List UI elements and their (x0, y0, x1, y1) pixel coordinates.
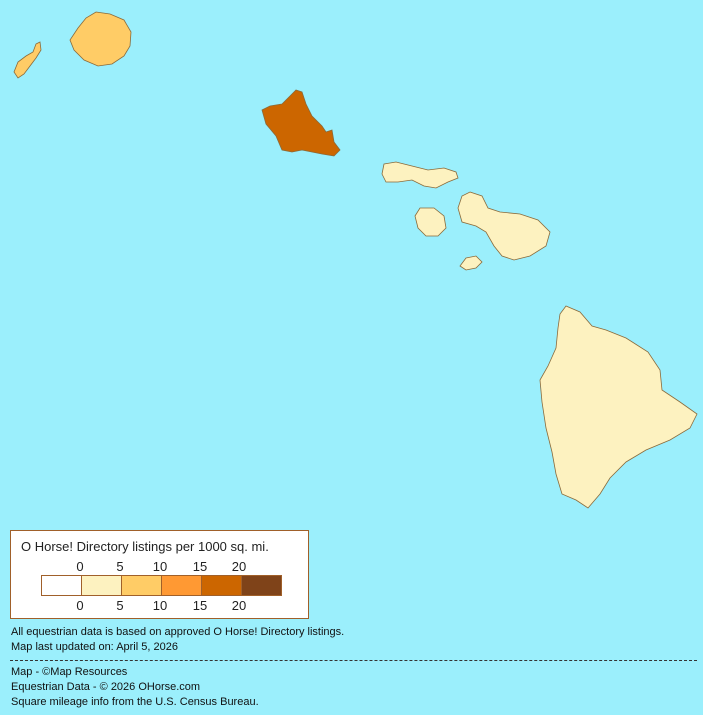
data-source-note: All equestrian data is based on approved… (11, 626, 345, 638)
legend-swatch (242, 576, 281, 595)
legend-tick: 10 (152, 559, 168, 574)
island-kauai[interactable] (69, 11, 132, 67)
legend-tick: 0 (76, 559, 84, 574)
legend-tick: 15 (192, 598, 208, 613)
legend-tick: 10 (152, 598, 168, 613)
island-oahu[interactable] (261, 89, 341, 157)
legend-swatch (82, 576, 122, 595)
legend-tick: 20 (231, 559, 247, 574)
legend-swatch (162, 576, 202, 595)
island-niihau[interactable] (13, 41, 42, 79)
island-lanai[interactable] (414, 207, 447, 237)
divider (10, 660, 697, 661)
legend-swatch (42, 576, 82, 595)
island-kahoolawe[interactable] (459, 255, 483, 271)
legend-title: O Horse! Directory listings per 1000 sq.… (21, 539, 269, 554)
last-updated-note: Map last updated on: April 5, 2026 (11, 641, 178, 653)
island-molokai[interactable] (381, 161, 459, 189)
legend-tick: 5 (116, 598, 124, 613)
census-credit: Square mileage info from the U.S. Census… (11, 696, 259, 708)
legend-tick: 15 (192, 559, 208, 574)
data-credit: Equestrian Data - © 2026 OHorse.com (11, 681, 201, 693)
legend-tick: 20 (231, 598, 247, 613)
legend-tick: 0 (76, 598, 84, 613)
island-hawaii[interactable] (539, 305, 698, 509)
hawaii-map (13, 11, 698, 509)
map-credit: Map - ©Map Resources (11, 666, 128, 678)
legend-swatch (202, 576, 242, 595)
island-maui[interactable] (457, 191, 551, 261)
legend-tick: 5 (116, 559, 124, 574)
legend-swatch (122, 576, 162, 595)
legend: O Horse! Directory listings per 1000 sq.… (10, 530, 309, 619)
legend-color-bar (41, 575, 282, 596)
